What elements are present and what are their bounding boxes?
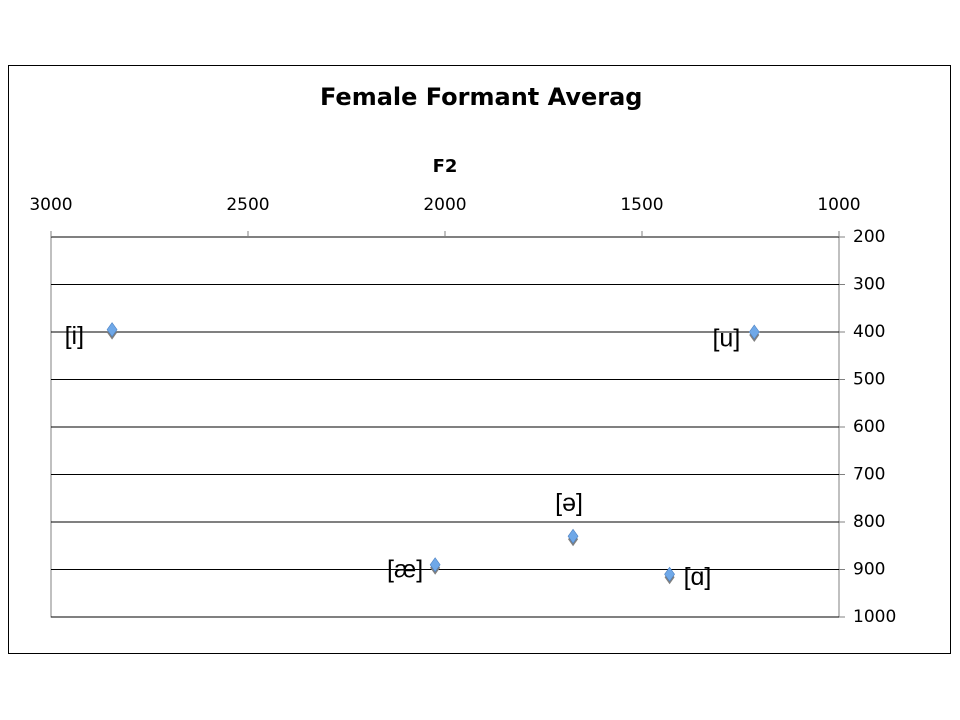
- point-label: [ə]: [555, 489, 583, 517]
- y-tick-label: 700: [853, 465, 885, 485]
- point-label: [u]: [712, 325, 740, 353]
- marker: [567, 528, 579, 544]
- y-tick-label: 900: [853, 560, 885, 580]
- x-tick-label: 1500: [620, 195, 663, 215]
- point-label: [ɑ]: [684, 563, 712, 591]
- y-tick-label: 1000: [853, 607, 896, 627]
- y-tick-label: 300: [853, 275, 885, 295]
- y-tick-label: 600: [853, 417, 885, 437]
- marker: [429, 557, 441, 573]
- point-label: [i]: [65, 322, 84, 350]
- marker: [748, 324, 760, 340]
- y-tick-label: 400: [853, 322, 885, 342]
- x-tick-label: 2500: [226, 195, 269, 215]
- chart-title: Female Formant Averag: [320, 83, 642, 111]
- x-tick-label: 1000: [817, 195, 860, 215]
- point-label: [æ]: [387, 555, 423, 583]
- y-tick-label: 200: [853, 227, 885, 247]
- marker: [106, 322, 118, 338]
- x-tick-label: 3000: [29, 195, 72, 215]
- y-tick-label: 800: [853, 512, 885, 532]
- marker: [664, 566, 675, 582]
- x-tick-label: 2000: [423, 195, 466, 215]
- x-axis-title: F2: [433, 156, 458, 177]
- y-tick-label: 500: [853, 370, 885, 390]
